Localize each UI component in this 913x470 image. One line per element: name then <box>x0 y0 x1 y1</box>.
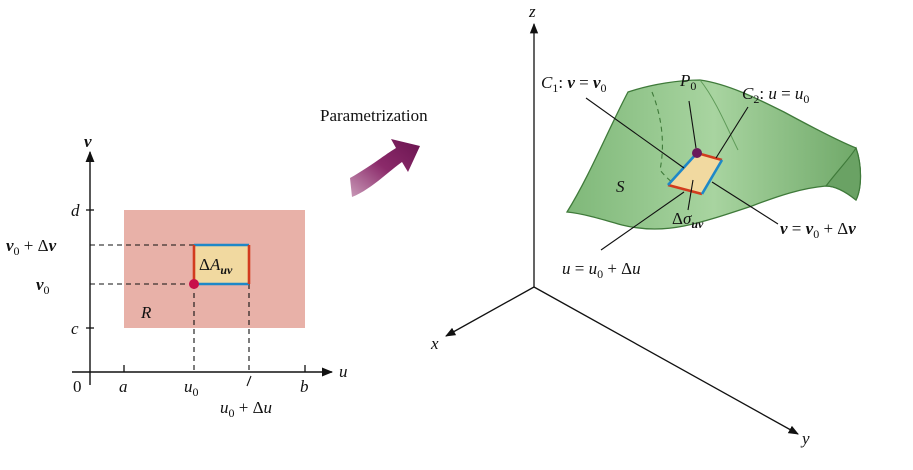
tick-label-b: b <box>300 377 309 396</box>
point-p0 <box>692 148 702 158</box>
origin-label: 0 <box>73 377 82 396</box>
surface-s <box>565 79 862 230</box>
label-v-eq-v0-plus-dv: v = v0 + Δv <box>780 219 856 241</box>
patch-sigma-bottom-edge <box>667 183 703 196</box>
label-v0-plus-dv: v0 + Δv <box>6 236 57 258</box>
surface-fold-right <box>824 146 862 201</box>
tick-label-a: a <box>119 377 128 396</box>
v-axis-label: v <box>84 132 92 151</box>
surface-ridge <box>699 79 739 151</box>
surface-label-s: S <box>616 177 625 196</box>
label-c2: C2: u = u0 <box>742 84 809 106</box>
parametrization-label: Parametrization <box>320 106 428 125</box>
patch-label-delta-a: ΔAuv <box>199 255 233 277</box>
x-axis-label: x <box>430 334 439 353</box>
region-label-r: R <box>140 303 152 322</box>
tick-label-c: c <box>71 319 79 338</box>
label-delta-sigma: Δσuv <box>672 209 704 231</box>
y-axis-label: y <box>800 429 810 448</box>
point-u0-v0 <box>189 279 199 289</box>
patch-delta-a <box>194 245 249 284</box>
label-p0: P0 <box>679 71 696 93</box>
label-u-eq-u0-plus-du: u = u0 + Δu <box>562 259 641 281</box>
u-axis-label: u <box>339 362 348 381</box>
dashed-guides <box>90 244 250 372</box>
z-axis-label: z <box>528 2 536 21</box>
tick-label-d: d <box>71 201 80 220</box>
left-plot: v u 0 d c a b v0 + Δv v0 u0 u0 + Δu R ΔA… <box>6 132 348 420</box>
label-u0: u0 <box>184 377 199 399</box>
patch-sigma-right-edge <box>700 159 724 195</box>
right-plot: z x y S P0 C1: v = v0 C2: u = u0 Δσuv v … <box>430 2 862 448</box>
axis-ticks <box>86 209 306 372</box>
curved-arrow-shape <box>350 139 420 197</box>
patch-delta-sigma <box>668 153 722 194</box>
patch-sigma-left-edge <box>667 152 698 186</box>
label-v0: v0 <box>36 275 50 297</box>
label-u0-plus-du: u0 + Δu <box>220 398 272 420</box>
x-axis <box>445 286 535 337</box>
parametrization-arrow: Parametrization <box>320 106 428 197</box>
leader-lines <box>585 97 779 251</box>
u0du-leader <box>246 375 252 387</box>
label-c1: C1: v = v0 <box>541 73 607 95</box>
y-axis <box>533 286 799 435</box>
